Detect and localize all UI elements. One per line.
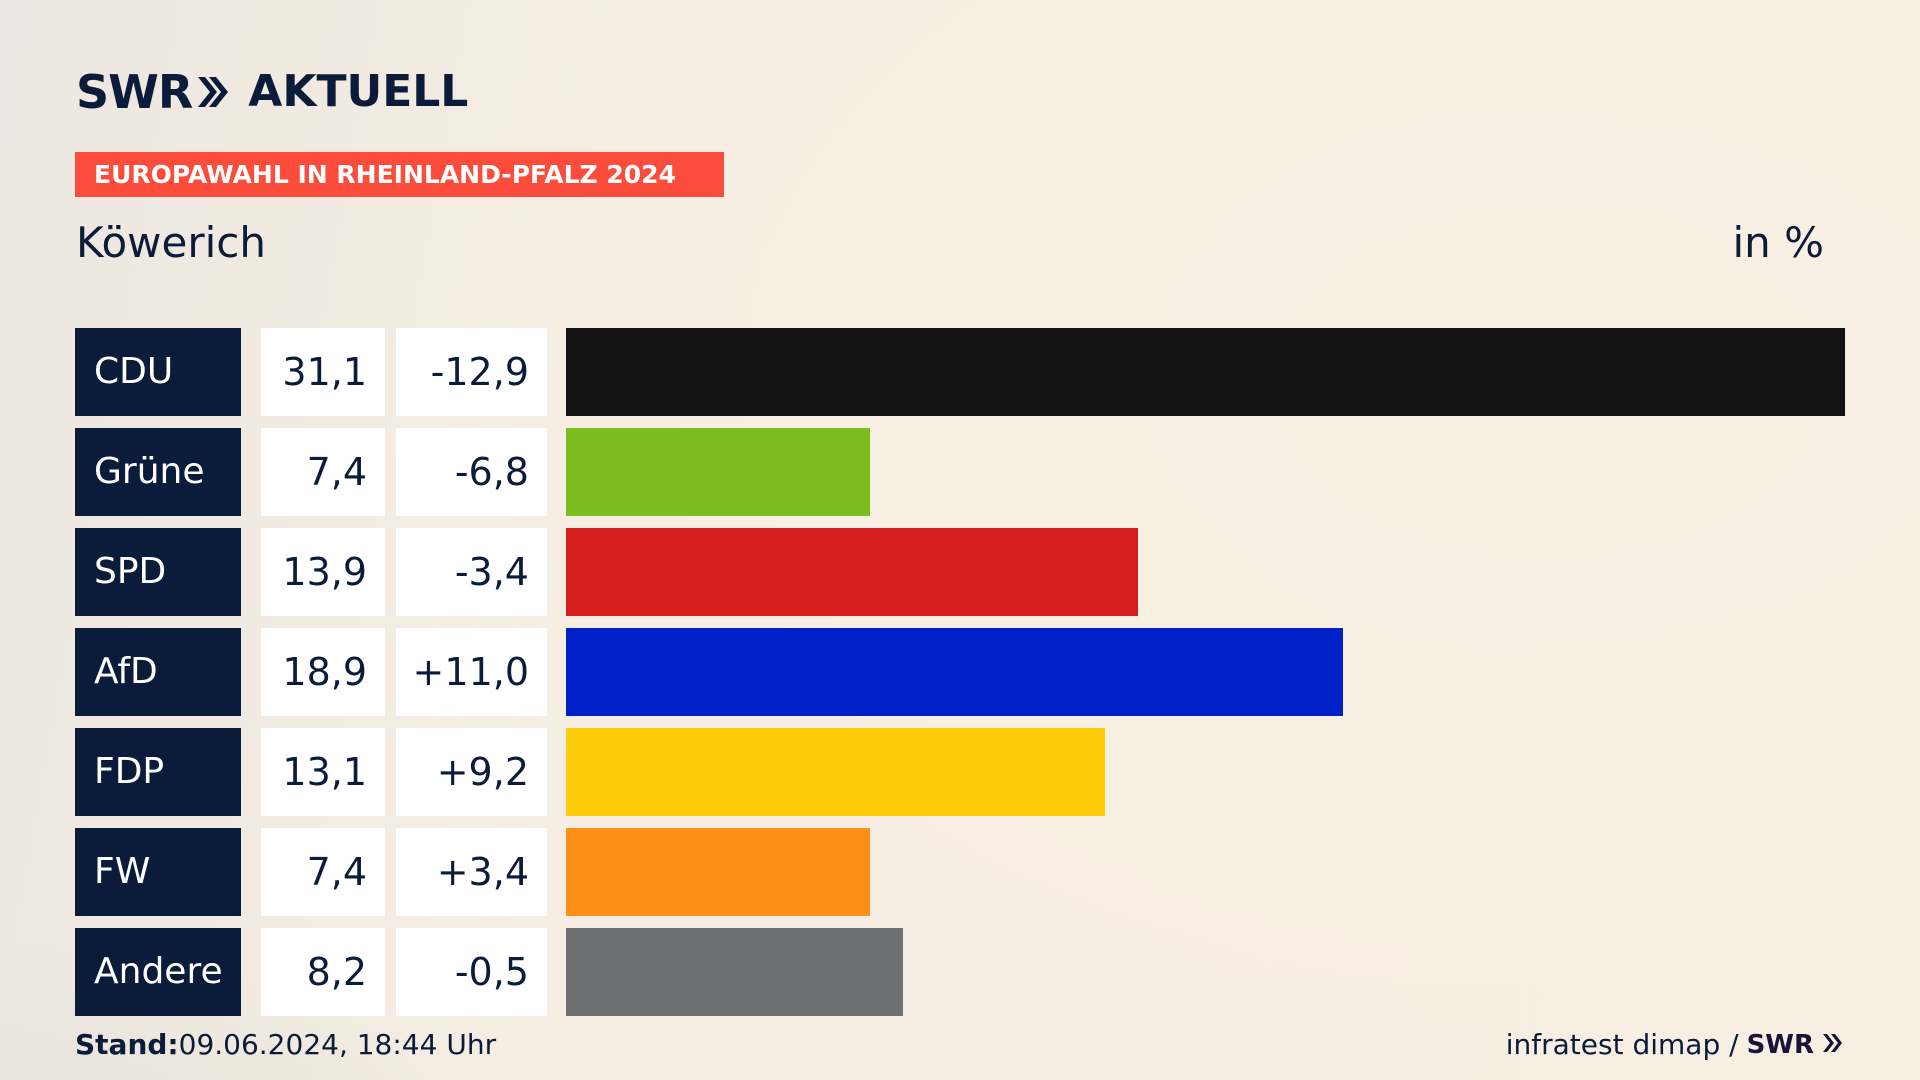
double-chevron-icon [1822, 1028, 1844, 1061]
double-chevron-icon [196, 74, 230, 110]
table-row: CDU 31,1 -12,9 [75, 328, 1845, 416]
table-row: Grüne 7,4 -6,8 [75, 428, 1845, 516]
change-label: -12,9 [396, 328, 547, 416]
party-label: SPD [75, 528, 241, 616]
party-label: AfD [75, 628, 241, 716]
party-label: Andere [75, 928, 241, 1016]
result-bar [566, 628, 1343, 716]
source-brand: SWR [1746, 1029, 1814, 1060]
change-label: +11,0 [396, 628, 547, 716]
logo-channel: AKTUELL [248, 66, 469, 117]
result-bar [566, 428, 870, 516]
party-label: FDP [75, 728, 241, 816]
result-bar [566, 728, 1105, 816]
party-label: FW [75, 828, 241, 916]
result-bar [566, 328, 1845, 416]
timestamp: Stand:09.06.2024, 18:44 Uhr [75, 1028, 496, 1061]
value-label: 31,1 [261, 328, 385, 416]
unit-label: in % [1732, 218, 1824, 267]
value-label: 13,9 [261, 528, 385, 616]
table-row: SPD 13,9 -3,4 [75, 528, 1845, 616]
election-banner: EUROPAWAHL IN RHEINLAND-PFALZ 2024 [75, 152, 724, 197]
value-label: 13,1 [261, 728, 385, 816]
result-bar [566, 928, 903, 1016]
change-label: -3,4 [396, 528, 547, 616]
place-title: Köwerich [76, 218, 266, 267]
party-label: CDU [75, 328, 241, 416]
value-label: 7,4 [261, 428, 385, 516]
change-label: +3,4 [396, 828, 547, 916]
change-label: -6,8 [396, 428, 547, 516]
party-label: Grüne [75, 428, 241, 516]
stand-value: 09.06.2024, 18:44 Uhr [178, 1028, 497, 1061]
swr-aktuell-logo: SWR AKTUELL [76, 66, 468, 118]
change-label: +9,2 [396, 728, 547, 816]
result-bar [566, 828, 870, 916]
source-text: infratest dimap / [1505, 1028, 1739, 1061]
value-label: 8,2 [261, 928, 385, 1016]
result-bar [566, 528, 1138, 616]
table-row: FDP 13,1 +9,2 [75, 728, 1845, 816]
table-row: FW 7,4 +3,4 [75, 828, 1845, 916]
logo-brand: SWR [76, 65, 193, 119]
value-label: 18,9 [261, 628, 385, 716]
value-label: 7,4 [261, 828, 385, 916]
stand-label: Stand: [75, 1028, 179, 1061]
change-label: -0,5 [396, 928, 547, 1016]
table-row: AfD 18,9 +11,0 [75, 628, 1845, 716]
table-row: Andere 8,2 -0,5 [75, 928, 1845, 1016]
source-credit: infratest dimap / SWR [1506, 1028, 1844, 1061]
